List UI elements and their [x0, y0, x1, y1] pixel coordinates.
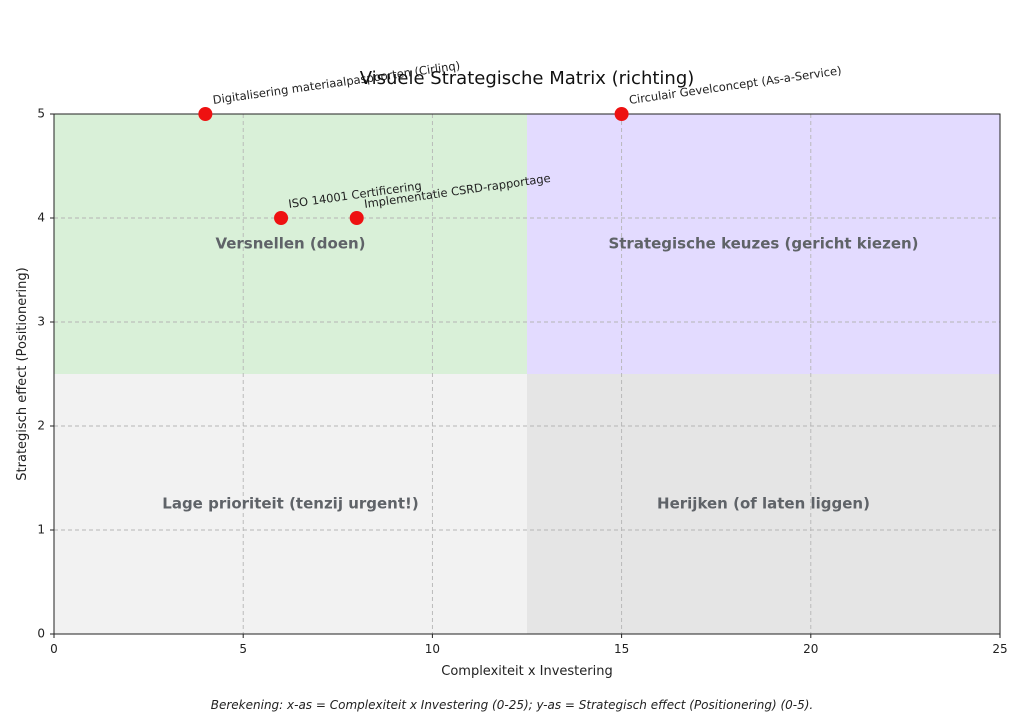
x-tick-label: 5 [239, 642, 247, 656]
y-tick-label: 5 [37, 107, 45, 121]
quadrant-label-bottom-left: Lage prioriteit (tenzij urgent!) [162, 495, 418, 513]
data-point [274, 211, 289, 225]
y-tick-label: 4 [37, 211, 45, 225]
quadrant-label-top-right: Strategische keuzes (gericht kiezen) [608, 235, 918, 253]
x-tick-label: 20 [803, 642, 818, 656]
chart-title: Visuele Strategische Matrix (richting) [360, 68, 695, 89]
plot-frame [53, 113, 1001, 635]
quadrant-top-left [54, 114, 527, 374]
y-tick-label: 0 [37, 627, 45, 641]
y-tick-label: 1 [37, 523, 45, 537]
quadrant-bottom-left [54, 374, 527, 634]
quadrant-bottom-right [527, 374, 1000, 634]
data-point [349, 211, 364, 225]
x-axis-title: Complexiteit x Investering [441, 664, 612, 679]
x-tick-label: 15 [614, 642, 629, 656]
quadrant-labels: Versnellen (doen) Strategische keuzes (ge… [162, 235, 918, 513]
y-tick-label: 3 [37, 315, 45, 329]
calculation-footnote: Berekening: x-as = Complexiteit x Invest… [211, 698, 814, 712]
y-tick-label: 2 [37, 419, 45, 433]
data-point [198, 107, 213, 121]
axis-ticks: 0 5 10 15 20 25 0 1 2 3 4 5 [37, 107, 1007, 657]
quadrant-label-top-left: Versnellen (doen) [215, 235, 365, 253]
quadrant-backgrounds [54, 114, 1000, 634]
x-tick-label: 10 [425, 642, 440, 656]
data-point [614, 107, 629, 121]
quadrant-top-right [527, 114, 1000, 374]
data-points [198, 107, 629, 225]
quadrant-label-bottom-right: Herijken (of laten liggen) [657, 495, 870, 513]
x-tick-label: 0 [50, 642, 58, 656]
y-axis-title: Strategisch effect (Positionering) [15, 267, 30, 480]
x-tick-label: 25 [992, 642, 1007, 656]
